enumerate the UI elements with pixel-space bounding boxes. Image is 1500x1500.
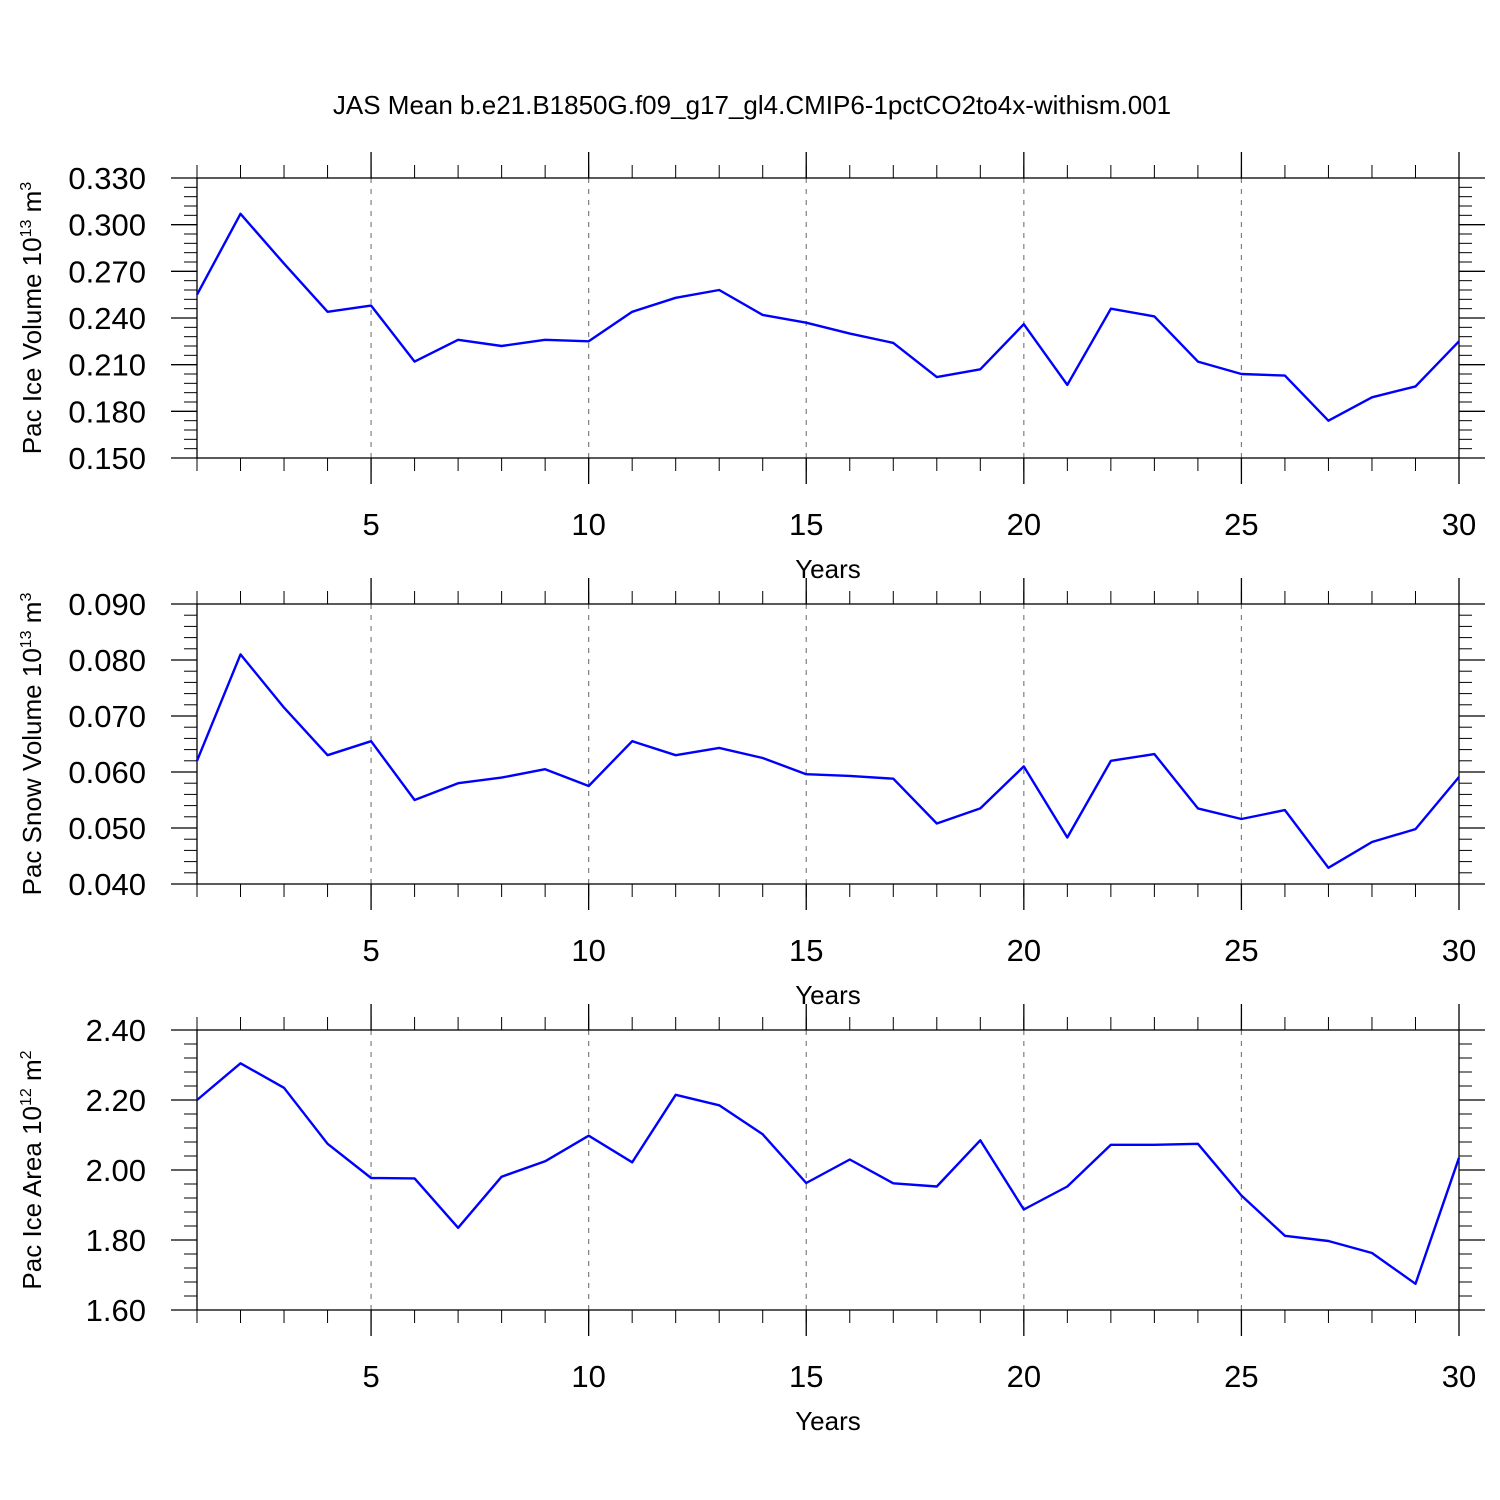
x-tick-label: 30: [1442, 1359, 1476, 1394]
x-tick-label: 30: [1442, 507, 1476, 542]
y-tick-label: 0.090: [68, 587, 146, 622]
y-tick-label: 0.070: [68, 699, 146, 734]
y-tick-label: 0.150: [68, 441, 146, 476]
x-tick-label: 5: [362, 507, 379, 542]
y-tick-label: 0.060: [68, 755, 146, 790]
y-tick-label: 0.050: [68, 811, 146, 846]
x-tick-label: 15: [789, 507, 823, 542]
x-tick-label: 10: [571, 1359, 605, 1394]
x-tick-label: 20: [1007, 1359, 1041, 1394]
y-axis-label: Pac Ice Area 1012 m2: [17, 1050, 47, 1289]
plot-frame: [196, 603, 1460, 885]
y-tick-label: 2.00: [86, 1153, 146, 1188]
y-axis-label: Pac Ice Volume 1013 m3: [17, 182, 47, 455]
y-tick-label: 2.20: [86, 1083, 146, 1118]
x-tick-label: 5: [362, 1359, 379, 1394]
x-axis-label: Years: [795, 980, 861, 1010]
x-tick-label: 25: [1224, 1359, 1258, 1394]
x-axis-label: Years: [795, 1406, 861, 1436]
x-tick-label: 10: [571, 507, 605, 542]
y-tick-label: 2.40: [86, 1013, 146, 1048]
x-tick-label: 20: [1007, 507, 1041, 542]
panels: 5 10 15 20 25 30 0.150 0.180 0.210 0.240 0.270 0.30…: [17, 152, 1485, 1436]
y-tick-label: 0.210: [68, 348, 146, 383]
y-tick-label: 0.240: [68, 301, 146, 336]
y-tick-label: 0.330: [68, 161, 146, 196]
y-axis-label: Pac Snow Volume 1013 m3: [17, 593, 47, 896]
x-tick-label: 30: [1442, 933, 1476, 968]
y-tick-label: 0.040: [68, 867, 146, 902]
y-tick-label: 0.300: [68, 208, 146, 243]
x-tick-label: 15: [789, 933, 823, 968]
x-tick-label: 20: [1007, 933, 1041, 968]
chart-title: JAS Mean b.e21.B1850G.f09_g17_gl4.CMIP6-…: [333, 90, 1171, 120]
x-tick-label: 5: [362, 933, 379, 968]
panel-2: 5 10 15 20 25 30 0.040 0.050 0.060 0.070 0.080 0.09…: [17, 578, 1485, 1010]
panel-3: 5 10 15 20 25 30 1.60 1.80 2.00 2.20 2.40 Years Pac …: [17, 1004, 1485, 1436]
series-line: [195, 212, 1460, 422]
x-tick-label: 15: [789, 1359, 823, 1394]
y-tick-label: 1.60: [86, 1293, 146, 1328]
panel-1: 5 10 15 20 25 30 0.150 0.180 0.210 0.240 0.270 0.30…: [17, 152, 1485, 584]
series-line: [196, 1062, 1461, 1286]
y-tick-label: 1.80: [86, 1223, 146, 1258]
y-tick-label: 0.080: [68, 643, 146, 678]
x-tick-label: 25: [1224, 507, 1258, 542]
y-tick-label: 0.270: [68, 254, 146, 289]
x-tick-label: 25: [1224, 933, 1258, 968]
series-line: [195, 653, 1460, 869]
y-tick-label: 0.180: [68, 394, 146, 429]
x-tick-label: 10: [571, 933, 605, 968]
plot-frame: [196, 177, 1460, 459]
x-axis-label: Years: [795, 554, 861, 584]
